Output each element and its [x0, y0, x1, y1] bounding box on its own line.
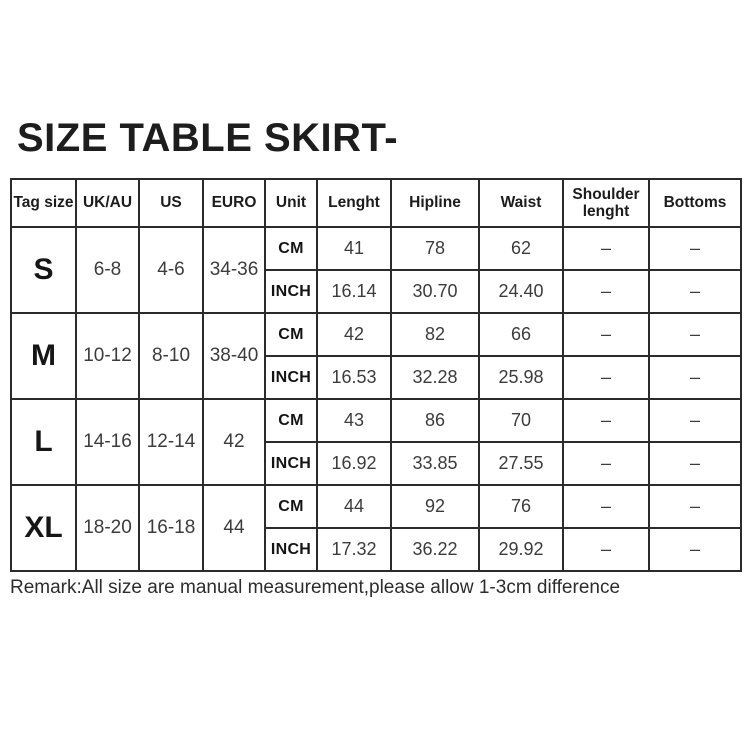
- size-s-cm-hipline: 78: [390, 226, 480, 271]
- table-row-s-inch: INCH 16.14 30.70 24.40 – –: [11, 269, 742, 314]
- size-xl-inch-waist: 29.92: [478, 527, 564, 572]
- size-m-inch-unit: INCH: [264, 355, 318, 400]
- size-m-inch-lenght: 16.53: [316, 355, 392, 400]
- size-l-cm-hipline: 86: [390, 398, 480, 443]
- size-s-euro: 34-36: [202, 226, 266, 314]
- header-tag-size: Tag size: [10, 178, 77, 228]
- size-l-inch-unit: INCH: [264, 441, 318, 486]
- header-waist: Waist: [478, 178, 564, 228]
- size-l-cm-bottoms: –: [648, 398, 742, 443]
- size-s-label: S: [10, 226, 77, 314]
- header-bottoms: Bottoms: [648, 178, 742, 228]
- header-row: Tag size UK/AU US EURO Unit Lenght Hipli…: [10, 178, 742, 228]
- size-l-inch-shoulder: –: [562, 441, 650, 486]
- size-m-cm-bottoms: –: [648, 312, 742, 357]
- size-s-inch-unit: INCH: [264, 269, 318, 314]
- size-m-inch-hipline: 32.28: [390, 355, 480, 400]
- size-l-inch-waist: 27.55: [478, 441, 564, 486]
- size-s-inch-hipline: 30.70: [390, 269, 480, 314]
- size-m-cm-waist: 66: [478, 312, 564, 357]
- remark-text: Remark:All size are manual measurement,p…: [10, 577, 621, 598]
- size-l-inch-hipline: 33.85: [390, 441, 480, 486]
- header-shoulder-lenght: Shoulder lenght: [562, 178, 650, 228]
- size-l-euro: 42: [202, 398, 266, 486]
- size-s-inch-shoulder: –: [562, 269, 650, 314]
- size-m-euro: 38-40: [202, 312, 266, 400]
- size-l-cm-waist: 70: [478, 398, 564, 443]
- size-m-label: M: [10, 312, 77, 400]
- size-xl-label: XL: [10, 484, 77, 572]
- size-xl-cm-unit: CM: [264, 484, 318, 529]
- size-m-inch-shoulder: –: [562, 355, 650, 400]
- size-l-cm-unit: CM: [264, 398, 318, 443]
- size-l-uk-au: 14-16: [75, 398, 140, 486]
- header-lenght: Lenght: [316, 178, 392, 228]
- size-l-us: 12-14: [138, 398, 204, 486]
- size-xl-euro: 44: [202, 484, 266, 572]
- table-row-m-cm: M 10-12 8-10 38-40 CM 42 82 66 – –: [10, 312, 742, 400]
- table-row-xl-inch: INCH 17.32 36.22 29.92 – –: [11, 527, 742, 572]
- size-s-inch-waist: 24.40: [478, 269, 564, 314]
- header-unit: Unit: [264, 178, 318, 228]
- size-xl-uk-au: 18-20: [75, 484, 140, 572]
- page-title: SIZE TABLE SKIRT-: [17, 116, 399, 160]
- size-s-cm-waist: 62: [478, 226, 564, 271]
- size-xl-cm-hipline: 92: [390, 484, 480, 529]
- size-l-inch-lenght: 16.92: [316, 441, 392, 486]
- size-s-cm-lenght: 41: [316, 226, 392, 271]
- size-xl-cm-lenght: 44: [316, 484, 392, 529]
- size-xl-inch-shoulder: –: [562, 527, 650, 572]
- size-s-us: 4-6: [138, 226, 204, 314]
- size-m-cm-shoulder: –: [562, 312, 650, 357]
- size-xl-inch-unit: INCH: [264, 527, 318, 572]
- size-l-inch-bottoms: –: [648, 441, 742, 486]
- size-s-cm-unit: CM: [264, 226, 318, 271]
- size-m-uk-au: 10-12: [75, 312, 140, 400]
- size-xl-inch-bottoms: –: [648, 527, 742, 572]
- size-l-cm-shoulder: –: [562, 398, 650, 443]
- size-l-label: L: [10, 398, 77, 486]
- size-l-cm-lenght: 43: [316, 398, 392, 443]
- header-hipline: Hipline: [390, 178, 480, 228]
- size-m-inch-waist: 25.98: [478, 355, 564, 400]
- header-euro: EURO: [202, 178, 266, 228]
- size-s-cm-shoulder: –: [562, 226, 650, 271]
- size-xl-inch-lenght: 17.32: [316, 527, 392, 572]
- size-xl-inch-hipline: 36.22: [390, 527, 480, 572]
- table-row-s-cm: S 6-8 4-6 34-36 CM 41 78 62 – –: [10, 226, 742, 314]
- size-s-inch-bottoms: –: [648, 269, 742, 314]
- table-row-xl-cm: XL 18-20 16-18 44 CM 44 92 76 – –: [10, 484, 742, 572]
- size-xl-us: 16-18: [138, 484, 204, 572]
- size-xl-cm-bottoms: –: [648, 484, 742, 529]
- size-s-cm-bottoms: –: [648, 226, 742, 271]
- size-m-cm-hipline: 82: [390, 312, 480, 357]
- size-m-us: 8-10: [138, 312, 204, 400]
- header-us: US: [138, 178, 204, 228]
- size-table: Tag size UK/AU US EURO Unit Lenght Hipli…: [10, 178, 742, 572]
- table-row-m-inch: INCH 16.53 32.28 25.98 – –: [11, 355, 742, 400]
- size-m-cm-lenght: 42: [316, 312, 392, 357]
- size-s-uk-au: 6-8: [75, 226, 140, 314]
- table-row-l-inch: INCH 16.92 33.85 27.55 – –: [11, 441, 742, 486]
- size-xl-cm-waist: 76: [478, 484, 564, 529]
- size-xl-cm-shoulder: –: [562, 484, 650, 529]
- size-m-inch-bottoms: –: [648, 355, 742, 400]
- header-uk-au: UK/AU: [75, 178, 140, 228]
- size-s-inch-lenght: 16.14: [316, 269, 392, 314]
- size-m-cm-unit: CM: [264, 312, 318, 357]
- table-row-l-cm: L 14-16 12-14 42 CM 43 86 70 – –: [10, 398, 742, 486]
